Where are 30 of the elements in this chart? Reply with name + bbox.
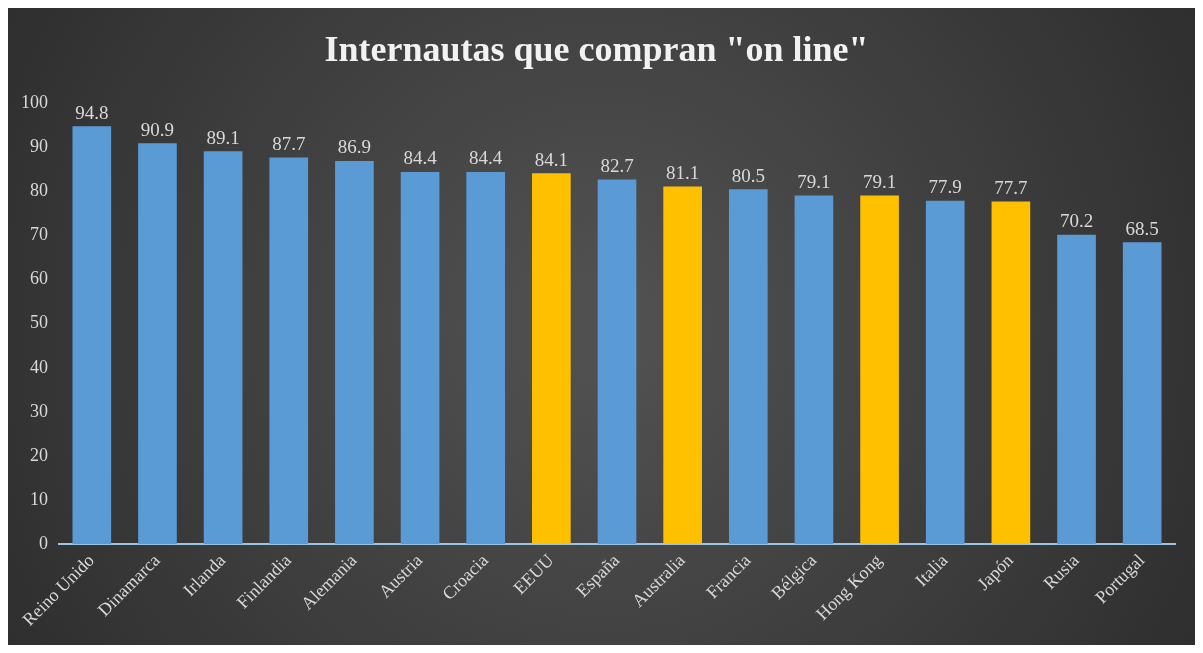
data-label: 87.7: [272, 132, 306, 154]
data-label: 77.9: [928, 176, 962, 198]
data-label: 84.4: [469, 147, 503, 169]
data-label: 68.5: [1125, 217, 1159, 239]
y-tick-label: 80: [30, 180, 48, 201]
y-tick-label: 100: [21, 91, 48, 112]
data-label: 77.7: [994, 177, 1028, 199]
y-tick-label: 50: [30, 312, 48, 333]
data-label: 90.9: [140, 118, 175, 140]
data-label: 84.1: [534, 148, 568, 170]
data-label: 89.1: [206, 126, 240, 148]
data-label: 86.9: [337, 136, 372, 158]
y-tick-label: 40: [30, 356, 48, 377]
y-tick-label: 30: [30, 400, 48, 421]
y-tick-label: 10: [30, 488, 48, 509]
y-tick-label: 60: [30, 268, 48, 289]
data-label: 81.1: [666, 162, 700, 184]
data-label: 79.1: [862, 170, 897, 192]
chart-title: Internautas que compran "on line": [324, 28, 869, 69]
data-label: 82.7: [600, 155, 634, 176]
data-label: 80.5: [731, 164, 765, 186]
x-tick-label: Italia: [911, 549, 952, 591]
data-label: 84.4: [403, 147, 438, 169]
y-tick-label: 70: [30, 224, 48, 245]
data-label: 94.8: [75, 101, 109, 123]
data-label: 70.2: [1059, 210, 1094, 232]
y-tick-label: 20: [30, 444, 48, 465]
y-tick-label: 0: [39, 533, 48, 554]
data-label: 79.1: [797, 170, 831, 192]
y-tick-label: 90: [30, 136, 48, 157]
